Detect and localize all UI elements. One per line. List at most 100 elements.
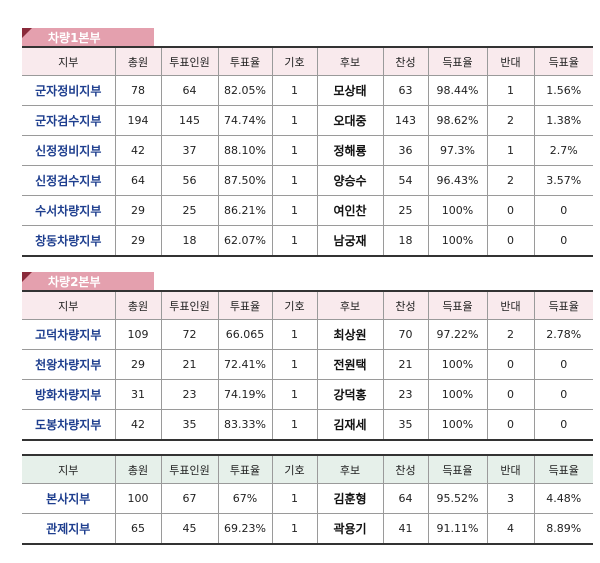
cell-turnout: 83.33%	[217, 409, 273, 441]
cell-branch: 본사지부	[22, 483, 116, 514]
table-row: 창동차량지부 29 18 62.07% 1 남궁재 18 100% 0 0	[22, 225, 593, 257]
cell-voters: 145	[160, 105, 219, 136]
cell-total: 65	[114, 513, 162, 545]
cell-candidate: 양승수	[316, 165, 384, 196]
cell-total: 29	[114, 195, 162, 226]
cell-yes-rate: 95.52%	[427, 483, 488, 514]
header-candidate: 후보	[316, 290, 384, 320]
cell-voters: 23	[160, 379, 219, 410]
section-1-title: 차량1본부	[48, 31, 101, 45]
cell-turnout: 67%	[217, 483, 273, 514]
cell-no-votes: 4	[486, 513, 535, 545]
cell-ballot-number: 1	[271, 483, 318, 514]
cell-total: 29	[114, 349, 162, 380]
header-branch: 지부	[22, 454, 116, 484]
header-no-rate: 득표율	[533, 454, 593, 484]
table-row: 고덕차량지부 109 72 66.065 1 최상원 70 97.22% 2 2.78%	[22, 319, 593, 350]
cell-voters: 72	[160, 319, 219, 350]
cell-voters: 56	[160, 165, 219, 196]
cell-no-rate: 8.89%	[533, 513, 593, 545]
cell-no-rate: 3.57%	[533, 165, 593, 196]
cell-turnout: 66.065	[217, 319, 273, 350]
cell-voters: 35	[160, 409, 219, 441]
section-3-table: 지부 총원 투표인원 투표율 기호 후보 찬성 득표율 반대 득표율 본사지부 100 67 67% 1 김…	[22, 454, 593, 545]
cell-total: 29	[114, 225, 162, 257]
cell-yes-votes: 41	[382, 513, 429, 545]
header-yes-rate: 득표율	[427, 290, 488, 320]
cell-turnout: 72.41%	[217, 349, 273, 380]
cell-yes-rate: 98.44%	[427, 75, 488, 106]
cell-total: 78	[114, 75, 162, 106]
table-row: 도봉차량지부 42 35 83.33% 1 김재세 35 100% 0 0	[22, 409, 593, 441]
cell-turnout: 86.21%	[217, 195, 273, 226]
cell-turnout: 62.07%	[217, 225, 273, 257]
cell-no-votes: 0	[486, 379, 535, 410]
cell-branch: 창동차량지부	[22, 225, 116, 257]
cell-yes-rate: 100%	[427, 195, 488, 226]
header-branch: 지부	[22, 46, 116, 76]
header-ballot-number: 기호	[271, 454, 318, 484]
table-row: 군자검수지부 194 145 74.74% 1 오대중 143 98.62% 2 1.38%	[22, 105, 593, 136]
cell-total: 194	[114, 105, 162, 136]
cell-yes-votes: 36	[382, 135, 429, 166]
table-row: 관제지부 65 45 69.23% 1 곽용기 41 91.11% 4 8.89%	[22, 513, 593, 545]
cell-no-rate: 0	[533, 195, 593, 226]
cell-ballot-number: 1	[271, 105, 318, 136]
cell-ballot-number: 1	[271, 319, 318, 350]
header-row: 지부 총원 투표인원 투표율 기호 후보 찬성 득표율 반대 득표율	[22, 454, 593, 484]
header-ballot-number: 기호	[271, 46, 318, 76]
cell-ballot-number: 1	[271, 165, 318, 196]
header-row: 지부 총원 투표인원 투표율 기호 후보 찬성 득표율 반대 득표율	[22, 290, 593, 320]
section-2-table: 지부 총원 투표인원 투표율 기호 후보 찬성 득표율 반대 득표율 고덕차량지부 109 72 66.…	[22, 290, 593, 441]
cell-yes-votes: 25	[382, 195, 429, 226]
cell-turnout: 74.74%	[217, 105, 273, 136]
table-row: 수서차량지부 29 25 86.21% 1 여인찬 25 100% 0 0	[22, 195, 593, 226]
cell-total: 31	[114, 379, 162, 410]
cell-ballot-number: 1	[271, 379, 318, 410]
cell-branch: 고덕차량지부	[22, 319, 116, 350]
cell-yes-rate: 100%	[427, 349, 488, 380]
cell-ballot-number: 1	[271, 75, 318, 106]
header-total: 총원	[114, 46, 162, 76]
cell-total: 100	[114, 483, 162, 514]
cell-branch: 관제지부	[22, 513, 116, 545]
cell-branch: 신정검수지부	[22, 165, 116, 196]
header-turnout: 투표율	[217, 46, 273, 76]
header-branch: 지부	[22, 290, 116, 320]
cell-candidate: 정해룡	[316, 135, 384, 166]
cell-no-rate: 4.48%	[533, 483, 593, 514]
table-row: 천왕차량지부 29 21 72.41% 1 전원택 21 100% 0 0	[22, 349, 593, 380]
cell-voters: 25	[160, 195, 219, 226]
cell-yes-votes: 70	[382, 319, 429, 350]
cell-no-votes: 2	[486, 105, 535, 136]
cell-candidate: 남궁재	[316, 225, 384, 257]
header-candidate: 후보	[316, 454, 384, 484]
cell-yes-rate: 98.62%	[427, 105, 488, 136]
cell-yes-rate: 100%	[427, 225, 488, 257]
cell-turnout: 88.10%	[217, 135, 273, 166]
cell-yes-votes: 54	[382, 165, 429, 196]
header-voters: 투표인원	[160, 46, 219, 76]
cell-branch: 천왕차량지부	[22, 349, 116, 380]
table-row: 군자정비지부 78 64 82.05% 1 모상태 63 98.44% 1 1.56%	[22, 75, 593, 106]
header-total: 총원	[114, 454, 162, 484]
cell-yes-votes: 23	[382, 379, 429, 410]
cell-total: 109	[114, 319, 162, 350]
header-voters: 투표인원	[160, 454, 219, 484]
cell-candidate: 김훈형	[316, 483, 384, 514]
cell-voters: 67	[160, 483, 219, 514]
header-no-rate: 득표율	[533, 290, 593, 320]
cell-ballot-number: 1	[271, 195, 318, 226]
table-row: 신정검수지부 64 56 87.50% 1 양승수 54 96.43% 2 3.57%	[22, 165, 593, 196]
cell-yes-rate: 97.22%	[427, 319, 488, 350]
cell-branch: 방화차량지부	[22, 379, 116, 410]
cell-voters: 45	[160, 513, 219, 545]
cell-voters: 18	[160, 225, 219, 257]
header-total: 총원	[114, 290, 162, 320]
cell-no-rate: 1.56%	[533, 75, 593, 106]
cell-no-votes: 2	[486, 165, 535, 196]
cell-no-votes: 3	[486, 483, 535, 514]
cell-ballot-number: 1	[271, 409, 318, 441]
header-no-rate: 득표율	[533, 46, 593, 76]
cell-no-votes: 0	[486, 349, 535, 380]
